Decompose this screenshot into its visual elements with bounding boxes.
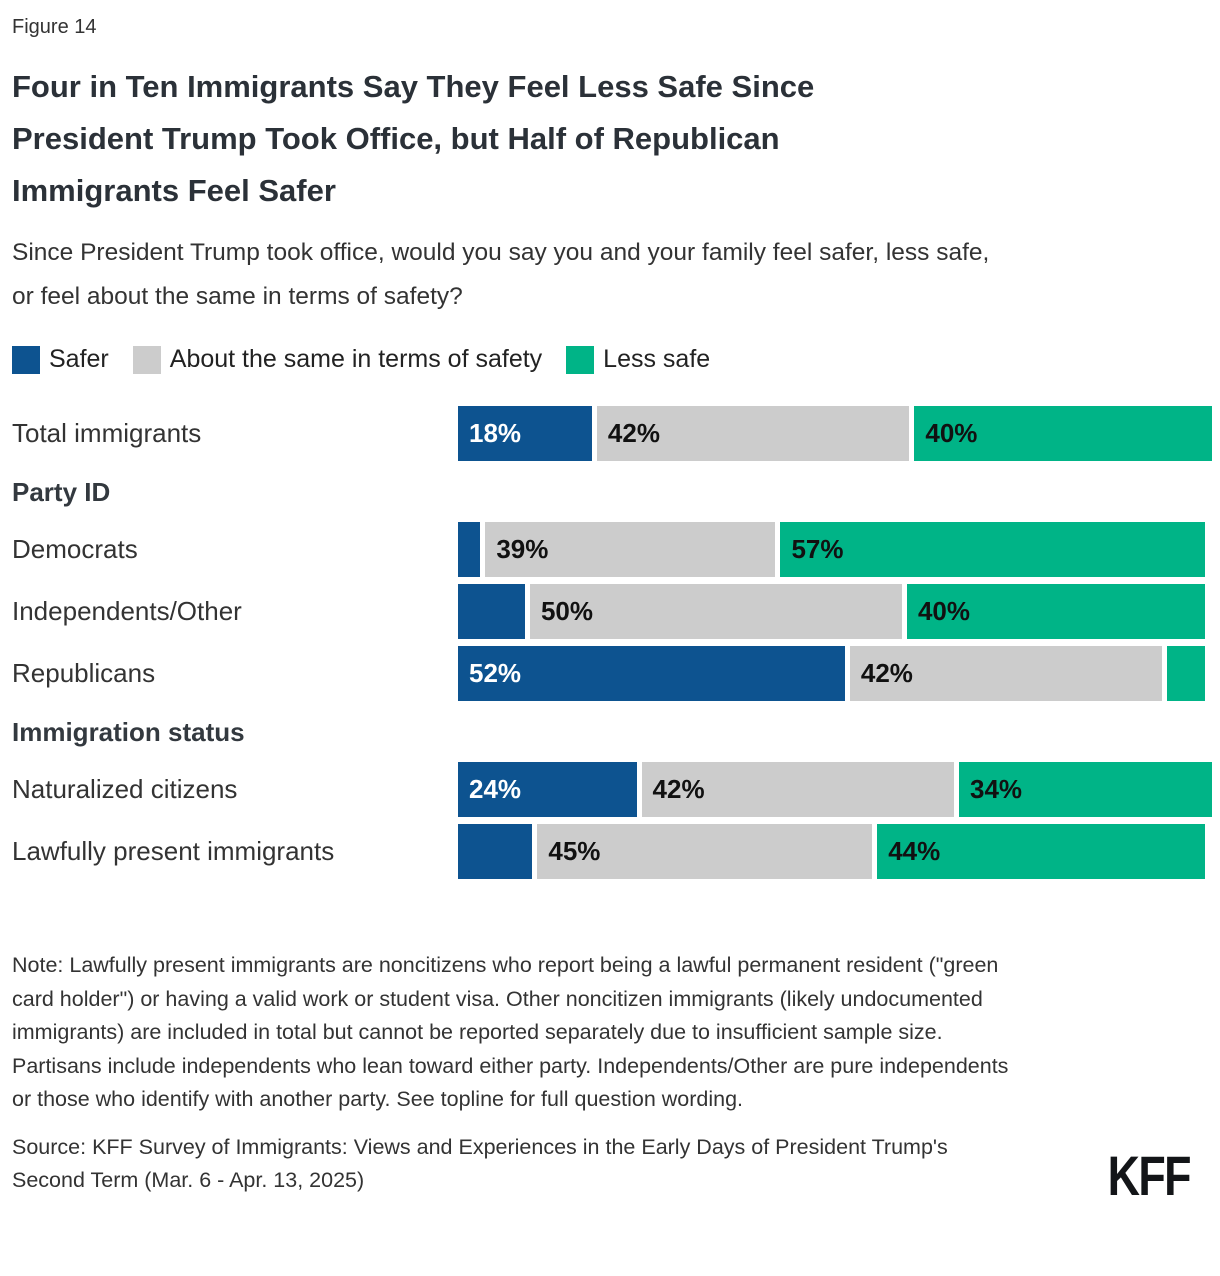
bar-segment-same: 42%: [849, 646, 1163, 701]
bar-value-label: 57%: [791, 534, 844, 564]
chart-row-total-immigrants: Total immigrants 18% 42% 40%: [12, 406, 1212, 461]
bar-value-label: 34%: [970, 774, 1023, 804]
bar-segment-same: 42%: [596, 406, 910, 461]
bar-segment-less-safe: 44%: [877, 824, 1205, 879]
bar-track: 52% 42%: [458, 646, 1205, 701]
chart-row-democrats: Democrats 39% 57%: [12, 522, 1208, 577]
bar-segment-safer: 52%: [458, 646, 845, 701]
bar-value-label: 42%: [860, 658, 913, 688]
row-label: Republicans: [12, 658, 156, 688]
bar-value-label: 44%: [888, 836, 941, 866]
bar-segment-same: 39%: [485, 522, 776, 577]
bar-track: 24% 42% 34%: [458, 762, 1212, 817]
chart-row-republicans: Republicans 52% 42%: [12, 646, 1208, 701]
figure-label: Figure 14: [12, 16, 97, 38]
bar-value-label: 40%: [917, 596, 970, 626]
bar-segment-safer: [458, 584, 525, 639]
source-row: Source: KFF Survey of Immigrants: Views …: [12, 1131, 1208, 1207]
legend-swatch-less-safe: [566, 345, 595, 374]
kff-logo: KFF: [1107, 1143, 1192, 1207]
legend-label-same: About the same in terms of safety: [169, 345, 543, 373]
bar-value-label: 39%: [496, 534, 549, 564]
chart-row-naturalized-citizens: Naturalized citizens 24% 42% 34%: [12, 762, 1212, 817]
row-label: Lawfully present immigrants: [12, 836, 335, 866]
bar-value-label: 18%: [469, 418, 522, 448]
bar-value-label: 24%: [469, 774, 522, 804]
bar-segment-same: 45%: [537, 824, 873, 879]
legend-item-safer: Safer: [12, 345, 109, 374]
legend-swatch-safer: [12, 345, 40, 374]
legend-swatch-same: [132, 345, 161, 374]
source-text: Source: KFF Survey of Immigrants: Views …: [12, 1134, 948, 1193]
bar-segment-safer: [458, 522, 481, 577]
legend-item-same: About the same in terms of safety: [132, 345, 543, 374]
chart-title: Four in Ten Immigrants Say They Feel Les…: [12, 69, 815, 208]
legend-label-safer: Safer: [49, 345, 109, 373]
row-label: Independents/Other: [12, 596, 242, 626]
bar-segment-safer: [458, 824, 533, 879]
bar-track: 45% 44%: [458, 824, 1205, 879]
stacked-bar-chart: Total immigrants 18% 42% 40% Party ID De…: [12, 406, 1212, 879]
section-header-party-id: Party ID: [12, 477, 111, 507]
bar-segment-less-safe: 40%: [906, 584, 1205, 639]
bar-segment-less-safe: 34%: [959, 762, 1212, 817]
bar-segment-safer: 18%: [458, 406, 592, 461]
bar-segment-less-safe: [1167, 646, 1205, 701]
bar-value-label: 52%: [469, 658, 522, 688]
bar-value-label: 45%: [548, 836, 601, 866]
bar-value-label: 42%: [652, 774, 705, 804]
chart-row-lawfully-present-immigrants: Lawfully present immigrants 45% 44%: [12, 824, 1208, 879]
bar-track: 50% 40%: [458, 584, 1205, 639]
row-label: Democrats: [12, 534, 138, 564]
bar-segment-same: 42%: [641, 762, 955, 817]
section-header-immigration-status: Immigration status: [12, 717, 245, 747]
legend-item-less-safe: Less safe: [566, 345, 710, 374]
bar-segment-same: 50%: [529, 584, 902, 639]
legend-label-less-safe: Less safe: [603, 345, 711, 373]
chart-row-independents-other: Independents/Other 50% 40%: [12, 584, 1208, 639]
bar-track: 18% 42% 40%: [458, 406, 1212, 461]
bar-value-label: 40%: [925, 418, 978, 448]
note-text: Note: Lawfully present immigrants are no…: [12, 953, 1009, 1111]
bar-segment-less-safe: 40%: [914, 406, 1212, 461]
bar-value-label: 50%: [540, 596, 593, 626]
bar-segment-safer: 24%: [458, 762, 637, 817]
legend: Safer About the same in terms of safety …: [12, 345, 1208, 374]
bar-segment-less-safe: 57%: [780, 522, 1205, 577]
row-label: Naturalized citizens: [12, 774, 238, 804]
bar-track: 39% 57%: [458, 522, 1205, 577]
row-label: Total immigrants: [12, 418, 202, 448]
bar-value-label: 42%: [607, 418, 660, 448]
chart-subtitle: Since President Trump took office, would…: [12, 239, 990, 310]
